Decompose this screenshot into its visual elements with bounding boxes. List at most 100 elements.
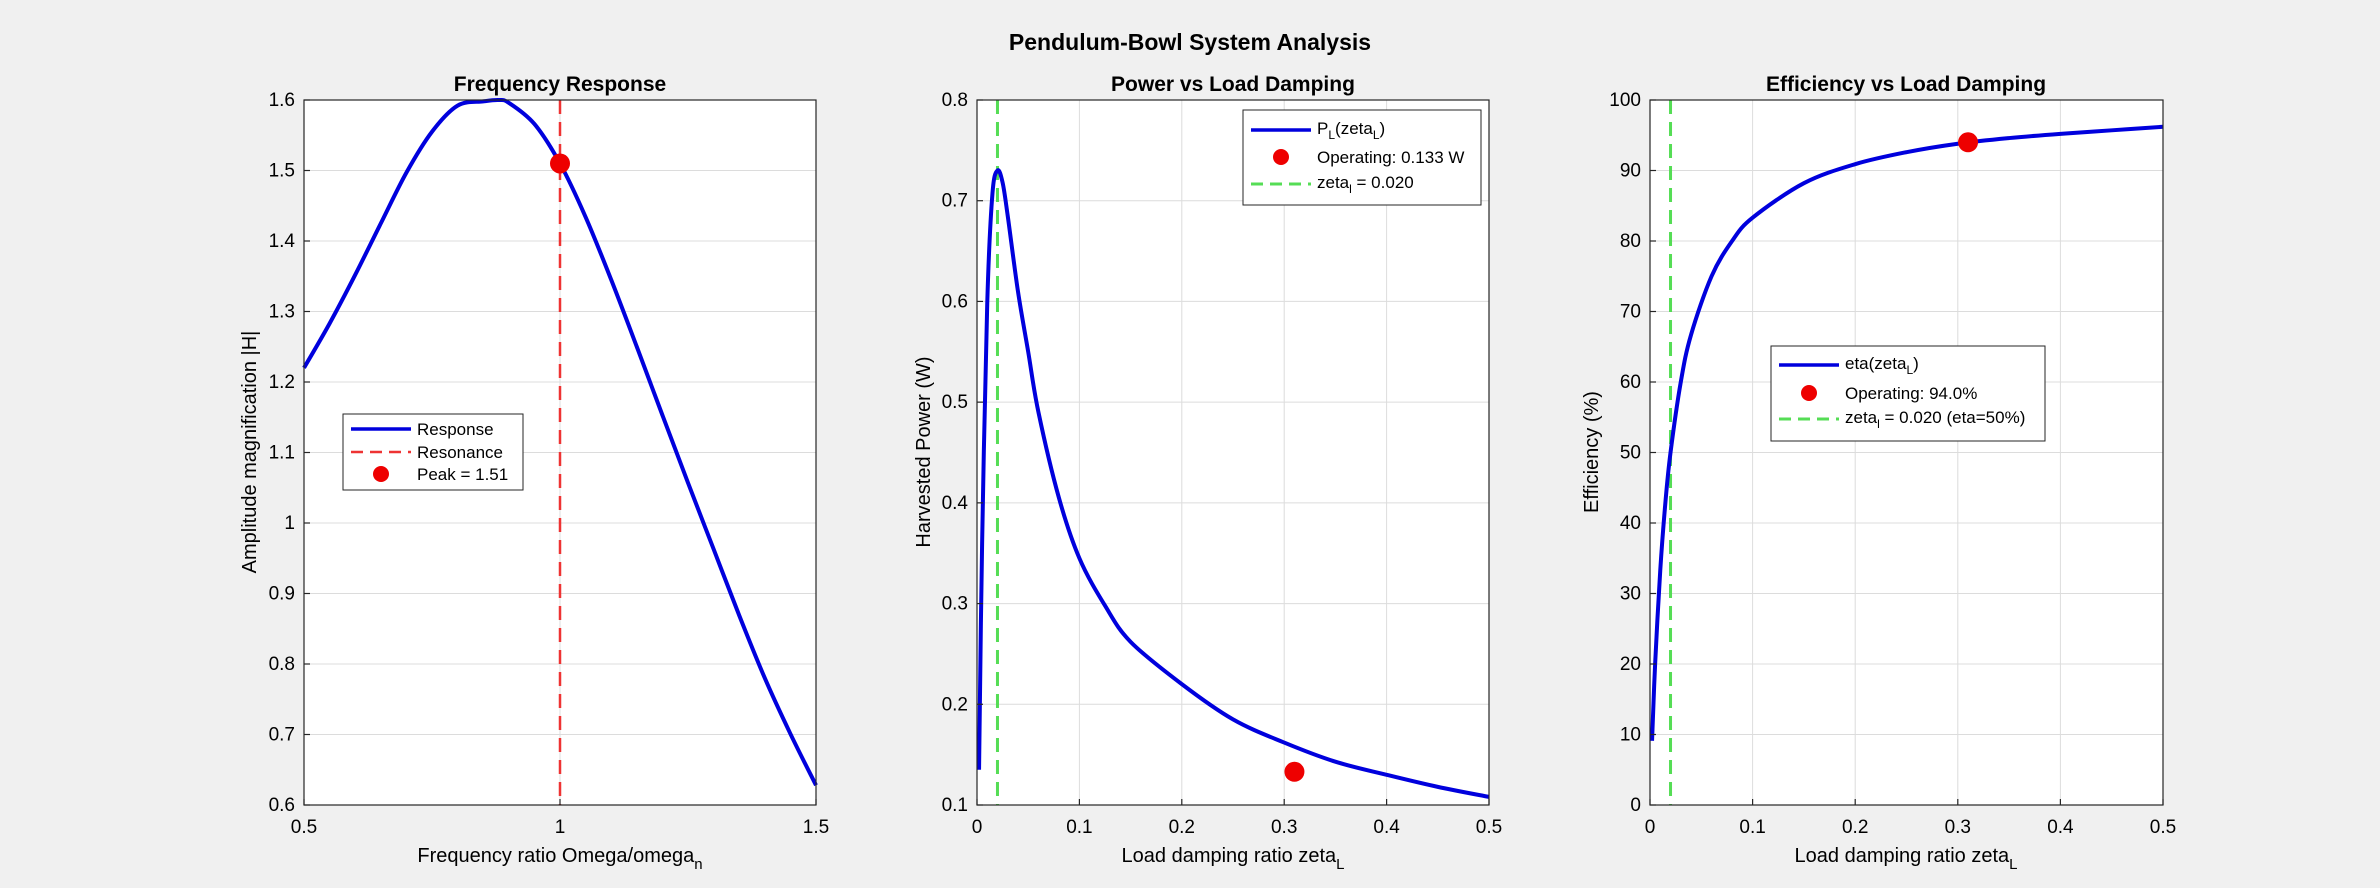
y-tick-label: 30: [1620, 584, 1641, 605]
y-tick-label: 100: [1609, 90, 1641, 111]
x-tick-label: 0.2: [1842, 817, 1868, 838]
x-axis-label: Load damping ratio zetaL: [1795, 845, 2018, 873]
x-tick-label: 0.4: [1373, 817, 1400, 838]
y-tick-label: 1.6: [269, 90, 295, 111]
x-axis-label-main: Load damping ratio zeta: [1795, 845, 2010, 867]
x-tick-label: 0.5: [1476, 817, 1502, 838]
x-tick-label: 1.5: [803, 817, 829, 838]
y-tick-label: 0.7: [269, 725, 295, 746]
legend-threshold-sub: l: [1877, 417, 1880, 431]
y-tick-label: 90: [1620, 161, 1641, 182]
x-tick-label: 0.3: [1271, 817, 1297, 838]
data-marker: [550, 153, 570, 174]
legend-power-label: PL(zetaL): [1317, 119, 1385, 142]
y-axis-label: Amplitude magnification |H|: [239, 331, 261, 574]
legend-efficiency-main: eta(zeta: [1845, 354, 1907, 373]
efficiency-panel: 0 0.1 0.2 0.3 0.4 0.5 0 10 20 30 40 50 60 70 80 90 100 E…: [1581, 73, 2176, 873]
x-tick-label: 0.4: [2047, 817, 2074, 838]
x-tick-label: 0: [1645, 817, 1656, 838]
y-tick-label: 0.9: [269, 584, 295, 605]
x-tick-label: 0.3: [1945, 817, 1971, 838]
y-tick-label: 1: [284, 513, 295, 534]
y-axis-label: Harvested Power (W): [913, 356, 935, 547]
y-tick-label: 0.6: [269, 795, 295, 816]
y-tick-label: 0.1: [942, 795, 968, 816]
series-line: [1650, 124, 2164, 741]
figure-title: Pendulum-Bowl System Analysis: [1009, 29, 1371, 55]
y-tick-label: 0.6: [942, 291, 968, 312]
x-tick-label: 0.5: [2150, 817, 2176, 838]
data-marker: [1958, 132, 1979, 153]
x-tick-label: 0.1: [1739, 817, 1765, 838]
y-tick-label: 0.2: [942, 694, 968, 715]
legend-peak-label: Peak = 1.51: [417, 465, 508, 484]
series-line: [977, 168, 1490, 799]
y-tick-label: 20: [1620, 654, 1641, 675]
legend-threshold-rest: = 0.020 (eta=50%): [1880, 408, 2026, 427]
legend-threshold-label: zetal = 0.020: [1317, 173, 1414, 196]
legend-power-sub: L: [1328, 128, 1335, 142]
y-tick-label: 80: [1620, 231, 1641, 252]
legend-operating-marker: [1273, 149, 1289, 165]
y-tick-label: 1.4: [269, 231, 296, 252]
legend-power-main: P: [1317, 119, 1328, 138]
y-tick-label: 0.4: [942, 493, 969, 514]
x-tick-label: 1: [555, 817, 566, 838]
legend-power-end: ): [1380, 119, 1386, 138]
legend-threshold-rest: = 0.020: [1352, 173, 1414, 192]
y-tick-label: 10: [1620, 725, 1641, 746]
legend-threshold-main: zeta: [1845, 408, 1878, 427]
y-tick-label: 0.8: [269, 654, 295, 675]
x-axis-label-main: Load damping ratio zeta: [1122, 845, 1337, 867]
x-axis-label-sub: L: [2009, 856, 2017, 873]
x-axis-label-main: Frequency ratio Omega/omega: [417, 845, 695, 867]
legend-operating-marker: [1801, 385, 1817, 401]
y-tick-label: 1.5: [269, 161, 295, 182]
data-marker: [1284, 761, 1305, 782]
panel-title: Efficiency vs Load Damping: [1766, 73, 2046, 96]
x-axis-label: Frequency ratio Omega/omegan: [417, 845, 702, 873]
legend-power-sub2: L: [1373, 128, 1380, 142]
legend-operating-label: Operating: 0.133 W: [1317, 148, 1464, 167]
y-tick-label: 40: [1620, 513, 1641, 534]
panel-title: Power vs Load Damping: [1111, 73, 1355, 96]
y-tick-label: 0.5: [942, 392, 968, 413]
y-tick-label: 1.1: [269, 443, 295, 464]
legend: PL(zetaL) Operating: 0.133 W zetal = 0.0…: [1242, 109, 1482, 206]
x-tick-label: 0: [972, 817, 983, 838]
y-tick-label: 0.8: [942, 90, 968, 111]
x-tick-label: 0.5: [291, 817, 317, 838]
plot-frame: [976, 99, 1490, 806]
plot-area: [977, 100, 1489, 805]
legend-power-rest: (zeta: [1335, 119, 1373, 138]
y-tick-label: 60: [1620, 372, 1641, 393]
legend-peak-marker: [373, 466, 389, 482]
legend-response-label: Response: [417, 420, 494, 439]
legend-efficiency-sub: L: [1906, 363, 1913, 377]
y-tick-label: 1.2: [269, 372, 295, 393]
legend: Response Resonance Peak = 1.51: [342, 413, 524, 491]
panel-title: Frequency Response: [454, 73, 666, 96]
y-tick-label: 0: [1630, 795, 1641, 816]
x-axis-label: Load damping ratio zetaL: [1122, 845, 1345, 873]
legend-efficiency-rest: ): [1913, 354, 1919, 373]
y-tick-label: 50: [1620, 443, 1641, 464]
y-axis-label: Efficiency (%): [1581, 391, 1603, 513]
power-panel: 0 0.1 0.2 0.3 0.4 0.50.10.20.30.40.50.60.70.8…: [913, 73, 1502, 873]
legend-threshold-sub: l: [1349, 182, 1352, 196]
legend: eta(zetaL) Operating: 94.0% zetal = 0.02…: [1770, 345, 2046, 442]
x-axis-label-sub: n: [694, 856, 702, 873]
x-tick-label: 0.2: [1169, 817, 1195, 838]
y-tick-label: 0.7: [942, 191, 968, 212]
legend-operating-label: Operating: 94.0%: [1845, 384, 1977, 403]
legend-threshold-label: zetal = 0.020 (eta=50%): [1845, 408, 2025, 431]
x-tick-label: 0.1: [1066, 817, 1092, 838]
frequency-response-panel: 0.5 1 1.5 0.6 0.7 0.8 0.9 1 1.1 1.2 1.3 1.4 1.5 1.6 F…: [239, 73, 829, 873]
legend-resonance-label: Resonance: [417, 443, 503, 462]
legend-efficiency-label: eta(zetaL): [1845, 354, 1919, 377]
y-tick-label: 1.3: [269, 302, 295, 323]
y-tick-label: 70: [1620, 302, 1641, 323]
y-tick-label: 0.3: [942, 594, 968, 615]
legend-threshold-main: zeta: [1317, 173, 1350, 192]
